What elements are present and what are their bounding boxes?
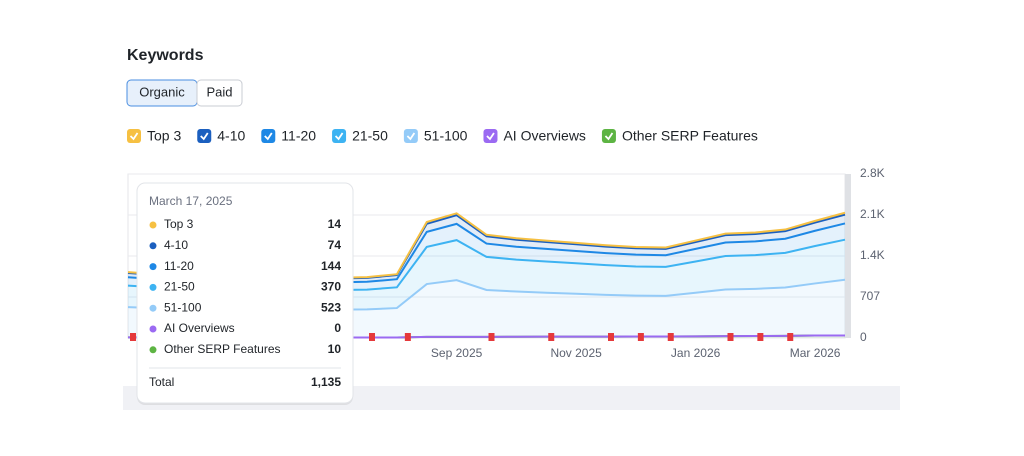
tooltip-total: 1,135 [311,375,341,389]
legend-checkbox[interactable] [601,129,616,143]
legend-checkbox[interactable] [197,129,212,143]
scroll-handle [845,174,851,338]
y-tick-label: 1.4K [860,248,885,262]
tooltip-label: AI Overviews [164,321,235,335]
tooltip [136,182,354,404]
legend-checkbox[interactable] [483,129,498,143]
tooltip-total-label: Total [149,375,174,389]
y-tick-label: 2.8K [860,166,885,180]
tooltip-value: 144 [321,259,341,273]
legend-check [129,132,139,141]
tooltip-value: 74 [328,238,342,252]
event-flag [548,333,555,341]
legend-label: 51-100 [424,128,468,144]
legend-check [334,132,344,141]
legend-check [264,132,273,141]
legend-checkbox[interactable] [332,129,347,143]
legend-check [406,132,416,141]
x-tick-label: Jan 2026 [671,346,721,360]
tooltip-value: 370 [321,280,341,294]
tab-label[interactable]: Organic [139,84,185,99]
x-tick-label: Mar 2026 [790,346,841,360]
tooltip-dot [149,283,157,291]
event-flag [369,333,375,341]
y-tick-label: 707 [860,289,880,303]
y-tick-label: 2.1K [860,207,885,221]
tooltip-label: 51-100 [164,300,202,314]
legend-label: 21-50 [352,128,388,144]
event-flag [404,333,411,341]
legend-label: Other SERP Features [622,128,758,144]
y-tick-label: 0 [860,330,867,344]
legend-label: 11-20 [281,128,316,144]
tab-label[interactable]: Paid [206,84,232,99]
tooltip-label: 4-10 [164,238,188,252]
legend-label: Top 3 [147,128,181,144]
legend-checkbox[interactable] [403,129,418,143]
x-tick-label: Sep 2025 [431,346,483,360]
event-flag [488,333,495,341]
x-tick-label: Nov 2025 [550,346,602,360]
event-flag [608,333,614,341]
legend-checkbox[interactable] [127,129,141,143]
event-flag [757,333,764,341]
tooltip-label: Other SERP Features [164,342,281,356]
legend-check [604,132,614,141]
legend-label: AI Overviews [503,128,585,144]
tooltip-dot [149,263,157,271]
event-flag [667,333,674,341]
tooltip-label: 11-20 [164,259,194,273]
event-flag [727,333,734,341]
tooltip-dot [149,242,157,250]
title: Keywords [127,47,204,64]
tooltip-dot [149,304,157,312]
tooltip-value: 523 [321,300,341,314]
event-flag [637,333,644,341]
legend-label: 4-10 [217,128,245,144]
tab-paid[interactable] [196,79,243,107]
event-flag [130,333,136,341]
tooltip-dot [149,221,157,229]
legend-check [200,132,209,141]
legend-check [486,132,495,141]
tooltip-dot [149,325,157,333]
tooltip-value: 0 [334,321,341,335]
tooltip-date: March 17, 2025 [149,194,233,208]
legend-checkbox[interactable] [261,129,276,143]
tooltip-label: Top 3 [164,217,194,231]
tooltip-label: 21-50 [164,280,195,294]
tooltip-dot [149,346,157,354]
tooltip-value: 14 [328,217,342,231]
event-flag [787,333,794,341]
tooltip-value: 10 [328,342,342,356]
